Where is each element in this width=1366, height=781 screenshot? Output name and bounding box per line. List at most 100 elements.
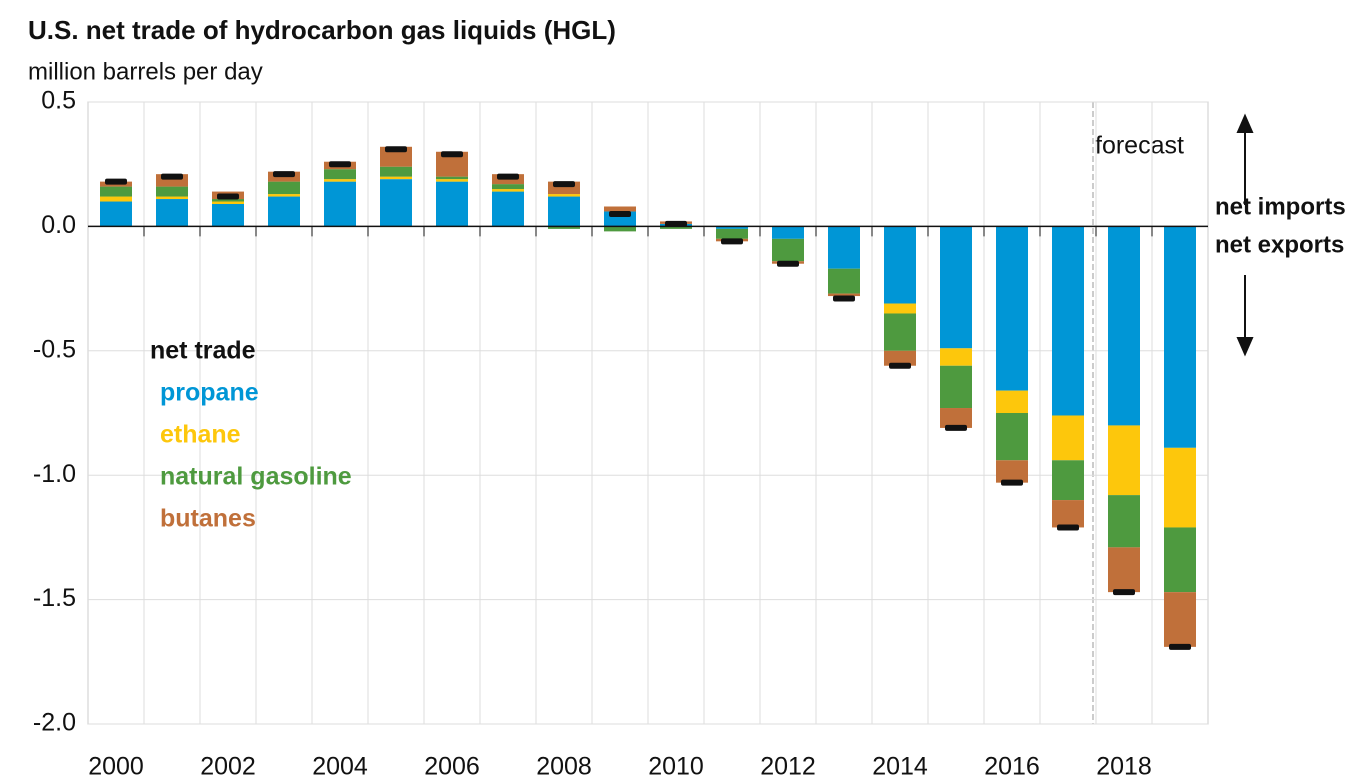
bar-segment <box>548 196 580 227</box>
bar-segment <box>436 181 468 227</box>
bar-segment <box>884 313 916 351</box>
bar-segment <box>884 350 916 366</box>
x-tick-label: 2008 <box>536 753 592 781</box>
bar-segment <box>436 179 468 182</box>
net-marker <box>665 220 687 227</box>
bar-segment <box>996 413 1028 461</box>
net-marker <box>105 178 127 185</box>
legend-label: propane <box>160 379 259 407</box>
bar-segment <box>492 191 524 227</box>
legend-label: butanes <box>160 505 256 533</box>
bar-segment <box>1108 495 1140 548</box>
legend-label: net trade <box>150 337 256 365</box>
bar-segment <box>660 226 692 229</box>
bar-segment <box>100 196 132 202</box>
legend-label: ethane <box>160 421 241 449</box>
bar-segment <box>1164 226 1196 448</box>
bar-segment <box>828 226 860 269</box>
bar-segment <box>100 201 132 227</box>
bar-segment <box>940 408 972 428</box>
bar-segment <box>772 226 804 239</box>
bar-segment <box>380 166 412 177</box>
net-marker <box>497 173 519 180</box>
bar-segment <box>1108 226 1140 426</box>
net-marker <box>385 146 407 153</box>
net-marker <box>441 151 463 158</box>
bar-segment <box>1108 547 1140 593</box>
y-tick-label: -2.0 <box>33 709 76 737</box>
imports-label: net imports <box>1215 193 1346 220</box>
bar-segment <box>996 460 1028 483</box>
bar-segment <box>268 194 300 197</box>
bar-segment <box>492 189 524 192</box>
bar-segment <box>1052 500 1084 528</box>
bar-segment <box>940 348 972 366</box>
net-marker <box>777 260 799 267</box>
bar-segment <box>1052 415 1084 461</box>
bar-segment <box>1164 592 1196 647</box>
bar-segment <box>548 226 580 229</box>
bar-segment <box>156 196 188 200</box>
bar-segment <box>380 179 412 227</box>
forecast-label: forecast <box>1095 132 1184 160</box>
bar-segment <box>940 226 972 349</box>
bar-segment <box>324 169 356 180</box>
bar-segment <box>772 238 804 262</box>
net-marker <box>161 173 183 180</box>
y-tick-label: -0.5 <box>33 335 76 363</box>
x-tick-label: 2016 <box>984 753 1040 781</box>
bar-segment <box>212 199 244 202</box>
bar-segment <box>1052 226 1084 416</box>
bar-segment <box>548 194 580 197</box>
net-marker <box>1169 643 1191 650</box>
bar-segment <box>940 365 972 409</box>
bar-segment <box>324 181 356 227</box>
x-tick-label: 2010 <box>648 753 704 781</box>
net-marker <box>553 181 575 188</box>
arrows <box>1236 113 1254 357</box>
y-tick-label: -1.5 <box>33 584 76 612</box>
plot: -2.0 -1.5 -1.0 -0.5 0.0 0.5 2000 2002 2004 2006 20… <box>33 87 1209 781</box>
bar-segment <box>884 226 916 304</box>
net-marker <box>889 362 911 369</box>
chart-subtitle: million barrels per day <box>28 58 263 85</box>
net-marker <box>273 171 295 178</box>
x-tick-label: 2006 <box>424 753 480 781</box>
bar-segment <box>380 176 412 180</box>
bar-segment <box>212 201 244 205</box>
bar-segment <box>716 226 748 229</box>
bar-segment <box>268 181 300 195</box>
bar-segment <box>156 186 188 197</box>
net-marker <box>721 238 743 245</box>
x-tick-label: 2018 <box>1096 753 1152 781</box>
bar-segment <box>212 204 244 227</box>
x-tick-label: 2004 <box>312 753 368 781</box>
bar-segment <box>268 196 300 227</box>
y-tick-label: -1.0 <box>33 460 76 488</box>
bar-segment <box>996 390 1028 413</box>
y-tick-label: 0.0 <box>41 211 76 239</box>
bar-segment <box>604 206 636 212</box>
y-tick-label: 0.5 <box>41 87 76 115</box>
chart-title: U.S. net trade of hydrocarbon gas liquid… <box>28 15 616 45</box>
bar-segment <box>828 293 860 297</box>
net-marker <box>329 161 351 168</box>
net-marker <box>1113 589 1135 596</box>
bar-segment <box>828 268 860 294</box>
bar-segment <box>492 184 524 190</box>
net-marker <box>609 210 631 217</box>
x-tick-label: 2002 <box>200 753 256 781</box>
x-tick-label: 2012 <box>760 753 816 781</box>
bar-segment <box>716 228 748 239</box>
exports-label: net exports <box>1215 231 1344 258</box>
net-marker <box>217 193 239 200</box>
x-tick-label: 2000 <box>88 753 144 781</box>
legend-label: natural gasoline <box>160 463 352 491</box>
net-marker <box>1057 524 1079 531</box>
bar-segment <box>1164 527 1196 593</box>
bar-segment <box>156 199 188 227</box>
net-marker <box>945 424 967 431</box>
bar-segment <box>996 226 1028 391</box>
bar-segment <box>324 179 356 182</box>
